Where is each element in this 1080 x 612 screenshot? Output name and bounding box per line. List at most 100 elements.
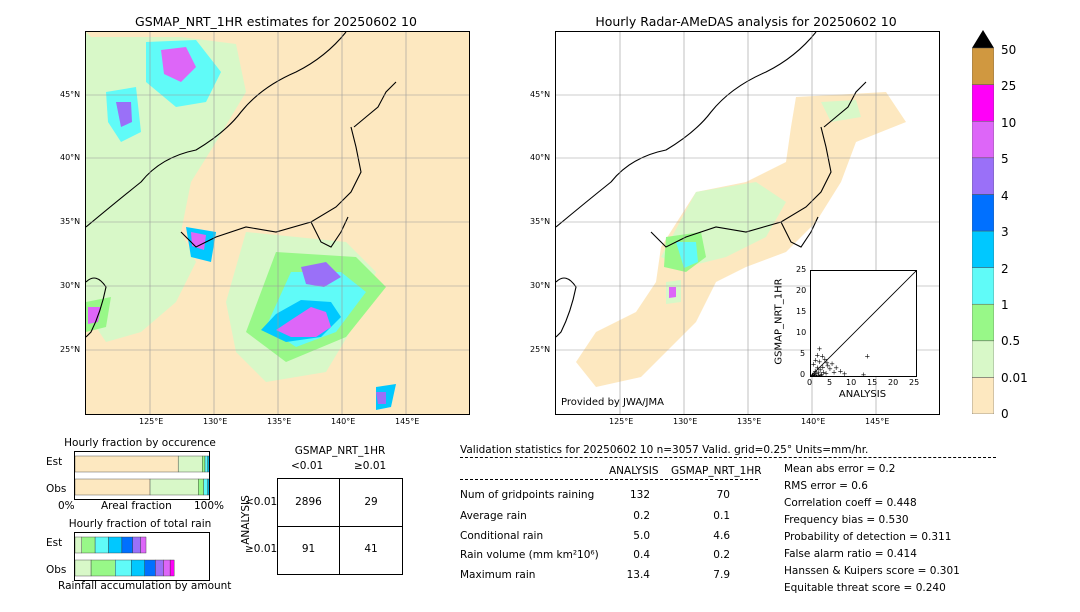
right-lat-label-25: 25°N bbox=[530, 345, 551, 354]
scatter-diagonal bbox=[810, 270, 917, 377]
scatter-point: + bbox=[861, 371, 867, 376]
colorbar-segment bbox=[971, 377, 995, 415]
validation-row-label: Num of gridpoints raining bbox=[460, 489, 595, 501]
scatter-point: + bbox=[823, 370, 829, 376]
colorbar-segment bbox=[971, 194, 995, 232]
score-hk: Hanssen & Kuipers score = 0.301 bbox=[784, 565, 960, 577]
score-frequency-bias: Frequency bias = 0.530 bbox=[784, 514, 909, 526]
colorbar-svg bbox=[971, 30, 995, 415]
left-lon-label-140: 140°E bbox=[331, 417, 356, 426]
validation-divider bbox=[460, 457, 996, 458]
fraction-bar-segment bbox=[94, 536, 109, 554]
validation-col-analysis: ANALYSIS bbox=[609, 465, 659, 477]
colorbar-label-0.01: 0.01 bbox=[1001, 371, 1028, 385]
total-rain-title: Hourly fraction of total rain bbox=[68, 518, 212, 530]
colorbar-label-2: 2 bbox=[1001, 262, 1009, 276]
colorbar-label-4: 4 bbox=[1001, 189, 1009, 203]
scatter-xlabel: ANALYSIS bbox=[838, 389, 887, 400]
left-rain-field bbox=[86, 32, 396, 410]
fraction-bar-segment bbox=[198, 478, 204, 496]
left-map-svg bbox=[86, 32, 469, 414]
colorbar-label-3: 3 bbox=[1001, 225, 1009, 239]
score-pod: Probability of detection = 0.311 bbox=[784, 531, 952, 543]
scatter-xtick-20: 20 bbox=[888, 378, 899, 387]
scatter-xtick-25: 25 bbox=[909, 378, 920, 387]
scatter-xtick-10: 10 bbox=[846, 378, 857, 387]
scatter-point: + bbox=[829, 360, 835, 368]
scatter-point: + bbox=[811, 371, 816, 376]
scatter-ylabel-wrap: GSMAP_NRT_1HR bbox=[772, 268, 786, 378]
validation-col-divider bbox=[460, 479, 758, 480]
colorbar-label-5: 5 bbox=[1001, 152, 1009, 166]
scatter-ytick-25: 25 bbox=[796, 265, 807, 274]
validation-row-label: Rain volume (mm km²10⁶) bbox=[460, 549, 599, 561]
scatter-point: + bbox=[814, 364, 820, 372]
right-lat-label-40: 40°N bbox=[530, 153, 551, 162]
validation-row-analysis: 0.2 bbox=[633, 510, 650, 522]
occurrence-chart bbox=[74, 451, 210, 500]
contingency-row2: ≥0.01 bbox=[245, 543, 278, 555]
left-coastlines bbox=[86, 32, 397, 338]
colorbar-extend-arrow bbox=[972, 30, 994, 48]
validation-row-analysis: 132 bbox=[629, 489, 650, 501]
left-lon-label-130: 130°E bbox=[203, 417, 228, 426]
validation-row-gsmap: 70 bbox=[716, 489, 730, 501]
left-lat-label-45: 45°N bbox=[60, 90, 81, 99]
right-lon-label-125: 125°E bbox=[609, 417, 634, 426]
right-map-title: Hourly Radar-AMeDAS analysis for 2025060… bbox=[595, 14, 897, 29]
validation-row-gsmap: 4.6 bbox=[713, 530, 730, 542]
left-lon-label-135: 135°E bbox=[267, 417, 292, 426]
right-lon-label-130: 130°E bbox=[673, 417, 698, 426]
fraction-bar-segment bbox=[115, 559, 132, 577]
total-rain-chart bbox=[74, 532, 210, 581]
validation-row-gsmap: 0.2 bbox=[713, 549, 730, 561]
fraction-bar-segment bbox=[202, 455, 206, 473]
right-lat-label-35: 35°N bbox=[530, 217, 551, 226]
scatter-point: + bbox=[842, 370, 848, 376]
contingency-table: 2896 29 91 41 bbox=[277, 478, 403, 575]
colorbar-segment bbox=[971, 340, 995, 378]
scatter-plot: ++++++++++++++++++++++++++++++++ bbox=[809, 270, 917, 380]
scatter-inset: ++++++++++++++++++++++++++++++++ bbox=[809, 270, 917, 380]
scatter-ytick-20: 20 bbox=[796, 286, 807, 295]
colorbar-label-0.5: 0.5 bbox=[1001, 334, 1021, 348]
colorbar-label-0: 0 bbox=[1001, 407, 1009, 421]
scatter-point: + bbox=[813, 370, 819, 376]
right-lat-label-30: 30°N bbox=[530, 281, 551, 290]
right-lon-label-145: 145°E bbox=[865, 417, 890, 426]
scatter-point: + bbox=[864, 352, 870, 360]
contingency-cell-c: 91 bbox=[301, 543, 316, 555]
left-lat-label-25: 25°N bbox=[60, 345, 81, 354]
scatter-point: + bbox=[817, 366, 823, 374]
colorbar-segment bbox=[971, 157, 995, 195]
scatter-point: + bbox=[822, 356, 828, 364]
fraction-bar-segment bbox=[108, 536, 123, 554]
colorbar bbox=[971, 30, 995, 415]
left-gridlines bbox=[86, 32, 469, 414]
left-lat-label-35: 35°N bbox=[60, 217, 81, 226]
colorbar-label-25: 25 bbox=[1001, 79, 1017, 93]
fraction-bar-segment bbox=[121, 536, 133, 554]
colorbar-label-50: 50 bbox=[1001, 43, 1017, 57]
fraction-bar-segment bbox=[131, 559, 145, 577]
validation-row-analysis: 5.0 bbox=[633, 530, 650, 542]
fraction-bar-segment bbox=[74, 536, 82, 554]
occurrence-axis-mid: Areal fraction bbox=[101, 500, 172, 512]
scatter-point: + bbox=[821, 368, 827, 376]
left-lon-label-145: 145°E bbox=[395, 417, 420, 426]
occurrence-axis-left: 0% bbox=[58, 500, 75, 512]
colorbar-label-1: 1 bbox=[1001, 298, 1009, 312]
occurrence-title: Hourly fraction by occurence bbox=[64, 437, 216, 449]
contingency-cell-a: 2896 bbox=[295, 496, 322, 508]
scatter-point: + bbox=[811, 371, 817, 376]
scatter-point: + bbox=[813, 357, 819, 365]
scatter-xtick-15: 15 bbox=[867, 378, 878, 387]
fraction-bar-segment bbox=[74, 559, 92, 577]
scatter-point: + bbox=[816, 358, 822, 366]
occurrence-axis-right: 100% bbox=[194, 500, 225, 512]
score-mean-abs-error: Mean abs error = 0.2 bbox=[784, 463, 896, 475]
scatter-ytick-15: 15 bbox=[796, 307, 807, 316]
left-lat-label-30: 30°N bbox=[60, 281, 81, 290]
scatter-points: ++++++++++++++++++++++++++++++++ bbox=[809, 345, 870, 380]
contingency-col2: ≥0.01 bbox=[354, 460, 387, 472]
